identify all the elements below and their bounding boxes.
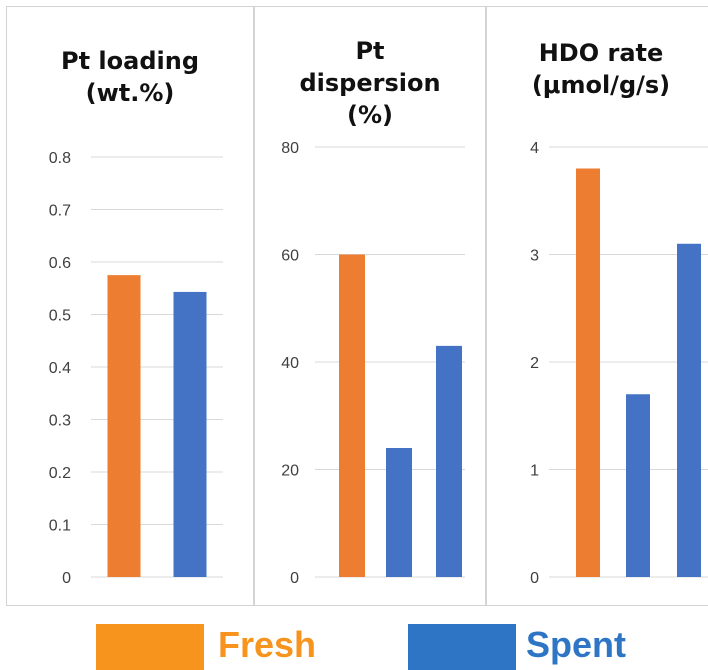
chart-plot-pt-dispersion: 0 20 40 60 80	[281, 140, 465, 587]
y-tick-label: 0.5	[49, 308, 71, 325]
y-tick-label: 0.8	[49, 150, 71, 167]
y-tick-label: 0.7	[49, 203, 71, 220]
bar-fresh	[576, 168, 600, 577]
chart-plot-hdo-rate: 0 1 2 3 4	[530, 140, 708, 587]
chart-title-line: HDO rate	[538, 39, 664, 67]
chart-title: HDO rate (μmol/g/s)	[487, 37, 708, 101]
bar-spent	[436, 345, 462, 577]
bar-fresh	[339, 254, 365, 577]
y-tick-label: 4	[530, 140, 539, 157]
y-tick-label: 0.4	[49, 360, 71, 377]
y-tick-label: 40	[281, 355, 299, 372]
bar-spent	[626, 394, 650, 577]
chart-title-line: Pt loading	[61, 47, 199, 75]
y-tick-label: 0.3	[49, 413, 71, 430]
legend-swatch-fresh	[96, 624, 204, 670]
y-tick-label: 0	[290, 570, 299, 587]
chart-plot-pt-loading: 0 0.1 0.2 0.3 0.4 0.5 0.6 0.7 0.8	[49, 150, 223, 587]
chart-title: Pt loading (wt.%)	[7, 45, 253, 109]
y-tick-label: 0.1	[49, 518, 71, 535]
chart-legend: Fresh Spent	[0, 614, 708, 670]
legend-label-spent: Spent	[526, 624, 627, 665]
y-tick-label: 0.2	[49, 465, 71, 482]
chart-title-line: (%)	[347, 101, 393, 129]
legend-swatch-spent	[408, 624, 516, 670]
y-tick-label: 0	[530, 570, 539, 587]
chart-panel-pt-dispersion: Pt dispersion (%) 0 20 40 60 80	[254, 6, 486, 606]
chart-panel-hdo-rate: HDO rate (μmol/g/s) 0 1 2 3 4	[486, 6, 708, 606]
y-tick-label: 2	[530, 355, 539, 372]
y-tick-label: 3	[530, 248, 539, 265]
chart-title-line: Pt	[355, 37, 385, 65]
chart-title-line: dispersion	[299, 69, 441, 97]
y-tick-label: 1	[530, 463, 539, 480]
chart-title-line: (μmol/g/s)	[531, 71, 671, 99]
y-tick-label: 0.6	[49, 255, 71, 272]
y-tick-label: 80	[281, 140, 299, 157]
bar-spent	[677, 243, 701, 577]
bar-spent	[173, 291, 207, 577]
bar-spent	[386, 448, 412, 577]
bar-fresh	[107, 275, 141, 577]
y-tick-label: 20	[281, 463, 299, 480]
chart-title-line: (wt.%)	[85, 79, 175, 107]
y-tick-label: 60	[281, 248, 299, 265]
legend-label-fresh: Fresh	[218, 624, 317, 665]
chart-title: Pt dispersion (%)	[255, 35, 485, 131]
chart-panel-pt-loading: Pt loading (wt.%) 0 0.1 0.2 0.3 0.4 0.5 0.6 0.7…	[6, 6, 254, 606]
y-tick-label: 0	[62, 570, 71, 587]
